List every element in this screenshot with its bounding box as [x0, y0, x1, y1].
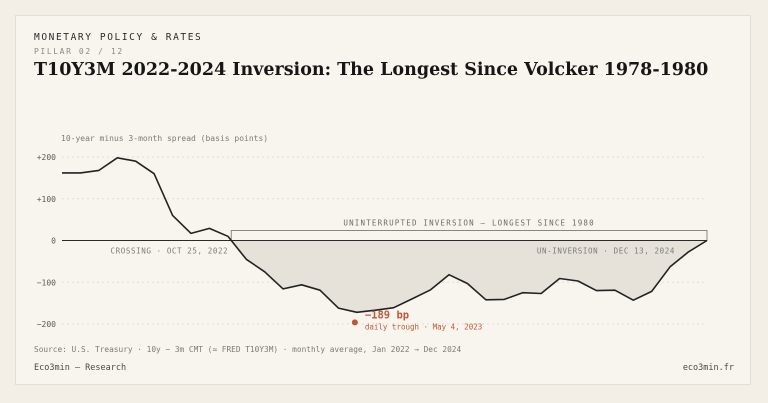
trough-marker[interactable]: [351, 319, 358, 326]
chart-card: MONETARY POLICY & RATES PILLAR 02 / 12 T…: [15, 15, 751, 385]
y-tick-label: +200: [37, 153, 56, 162]
spread-line: [62, 157, 708, 314]
inversion-band: [230, 230, 708, 241]
uninversion-annotation: UN-INVERSION · DEC 13, 2024: [537, 247, 675, 256]
inversion-band-label: UNINTERRUPTED INVERSION — LONGEST SINCE …: [343, 219, 594, 228]
crossing-annotation: CROSSING · OCT 25, 2022: [111, 247, 229, 256]
brand-name[interactable]: Eco3min — Research: [34, 363, 127, 373]
chart-title: T10Y3M 2022-2024 Inversion: The Longest …: [34, 60, 709, 80]
y-tick-labels: +200 +100 0 −100 −200: [37, 153, 56, 329]
y-tick-label: −200: [37, 320, 56, 329]
inversion-area: [231, 240, 707, 313]
y-tick-label: −100: [37, 278, 56, 287]
brand-url[interactable]: eco3min.fr: [682, 363, 734, 373]
y-tick-label: 0: [51, 237, 56, 246]
y-axis-label: 10-year minus 3-month spread (basis poin…: [61, 134, 268, 143]
kicker: MONETARY POLICY & RATES: [34, 32, 203, 43]
trough-label: daily trough · May 4, 2023: [365, 322, 482, 331]
source-note: Source: U.S. Treasury · 10y − 3m CMT (≈ …: [34, 345, 462, 354]
trough-value: −189 bp: [365, 309, 409, 321]
y-tick-label: +100: [37, 195, 56, 204]
pillar-label: PILLAR 02 / 12: [34, 47, 124, 56]
